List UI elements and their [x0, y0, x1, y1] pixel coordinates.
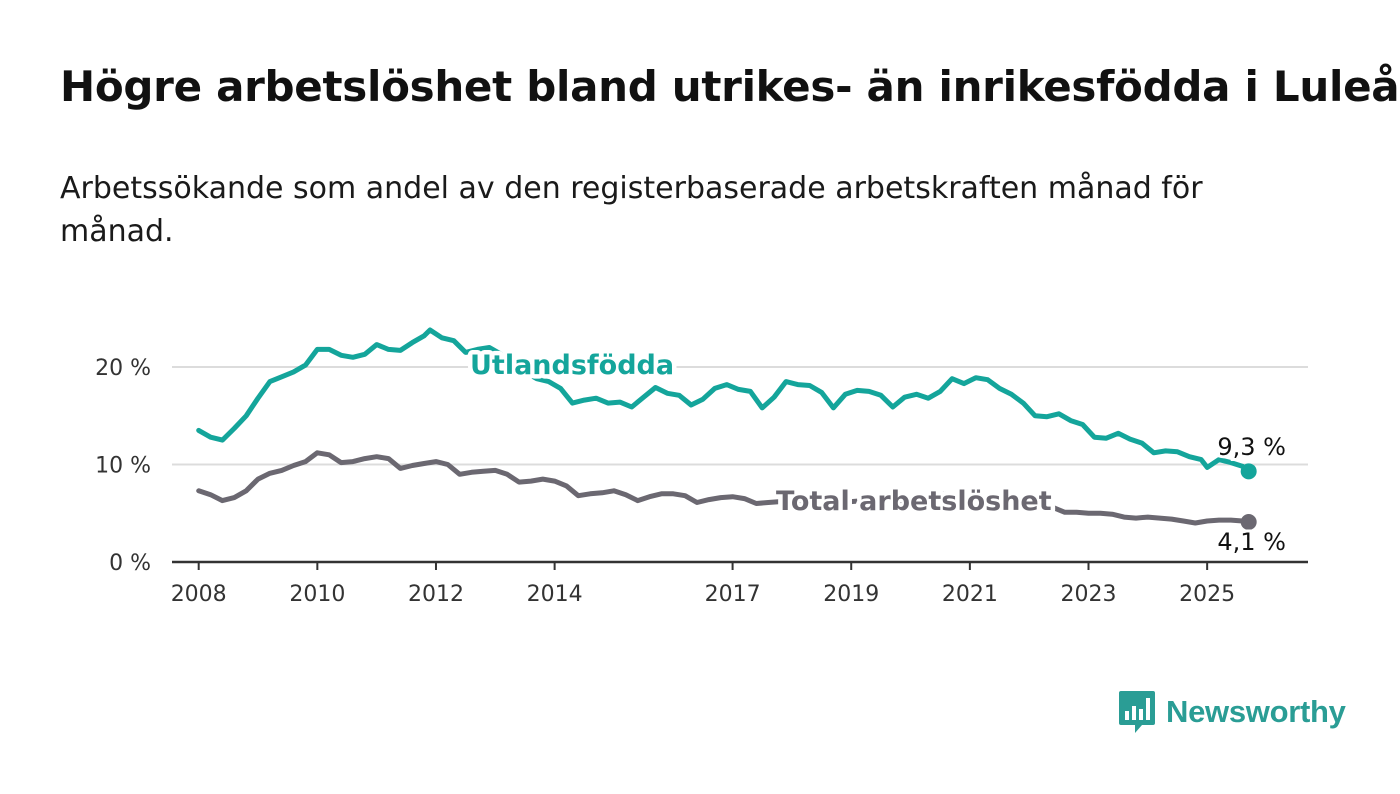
- chart-title: Högre arbetslöshet bland utrikes- än inr…: [60, 62, 1400, 111]
- grid-lines: [172, 366, 1308, 466]
- axes: 0 % 10 % 20 % 2008 2010 2012 2014 2017 2019 2021 2…: [95, 356, 1308, 607]
- newsworthy-chart-icon: [1119, 691, 1155, 733]
- series-end-point: [1240, 514, 1257, 531]
- series-label-total: Total arbetslöshet: [776, 486, 1052, 517]
- x-tick-label: 2025: [1179, 582, 1235, 607]
- series-label-utlandsfodda: Utlandsfödda: [470, 350, 674, 381]
- series-line-total: [196, 450, 1252, 526]
- x-tick-label: 2014: [527, 582, 583, 607]
- x-tick-label: 2021: [942, 582, 998, 607]
- y-tick-label: 20 %: [95, 356, 151, 381]
- y-tick-label: 0 %: [109, 551, 151, 576]
- x-tick-label: 2017: [705, 582, 761, 607]
- x-tick-label: 2023: [1061, 582, 1117, 607]
- chart-subtitle: Arbetssökande som andel av den registerb…: [60, 171, 1203, 249]
- x-tick-label: 2010: [289, 582, 345, 607]
- x-tick-label: 2008: [171, 582, 227, 607]
- end-value-label: 9,3 %: [1217, 433, 1286, 461]
- series-labels: Utlandsfödda Total arbetslöshet 9,3 % 4,1 %: [466, 346, 1289, 560]
- newsworthy-logo: Newsworthy: [1118, 688, 1346, 736]
- brand-name: Newsworthy: [1166, 694, 1346, 729]
- series-lines: [196, 327, 1257, 531]
- series-line-utlandsfodda: [196, 327, 1252, 474]
- end-value-label: 4,1 %: [1217, 528, 1286, 556]
- x-tick-label: 2019: [823, 582, 879, 607]
- x-tick-label: 2012: [408, 582, 464, 607]
- y-tick-label: 10 %: [95, 454, 151, 479]
- series-end-point: [1240, 463, 1257, 480]
